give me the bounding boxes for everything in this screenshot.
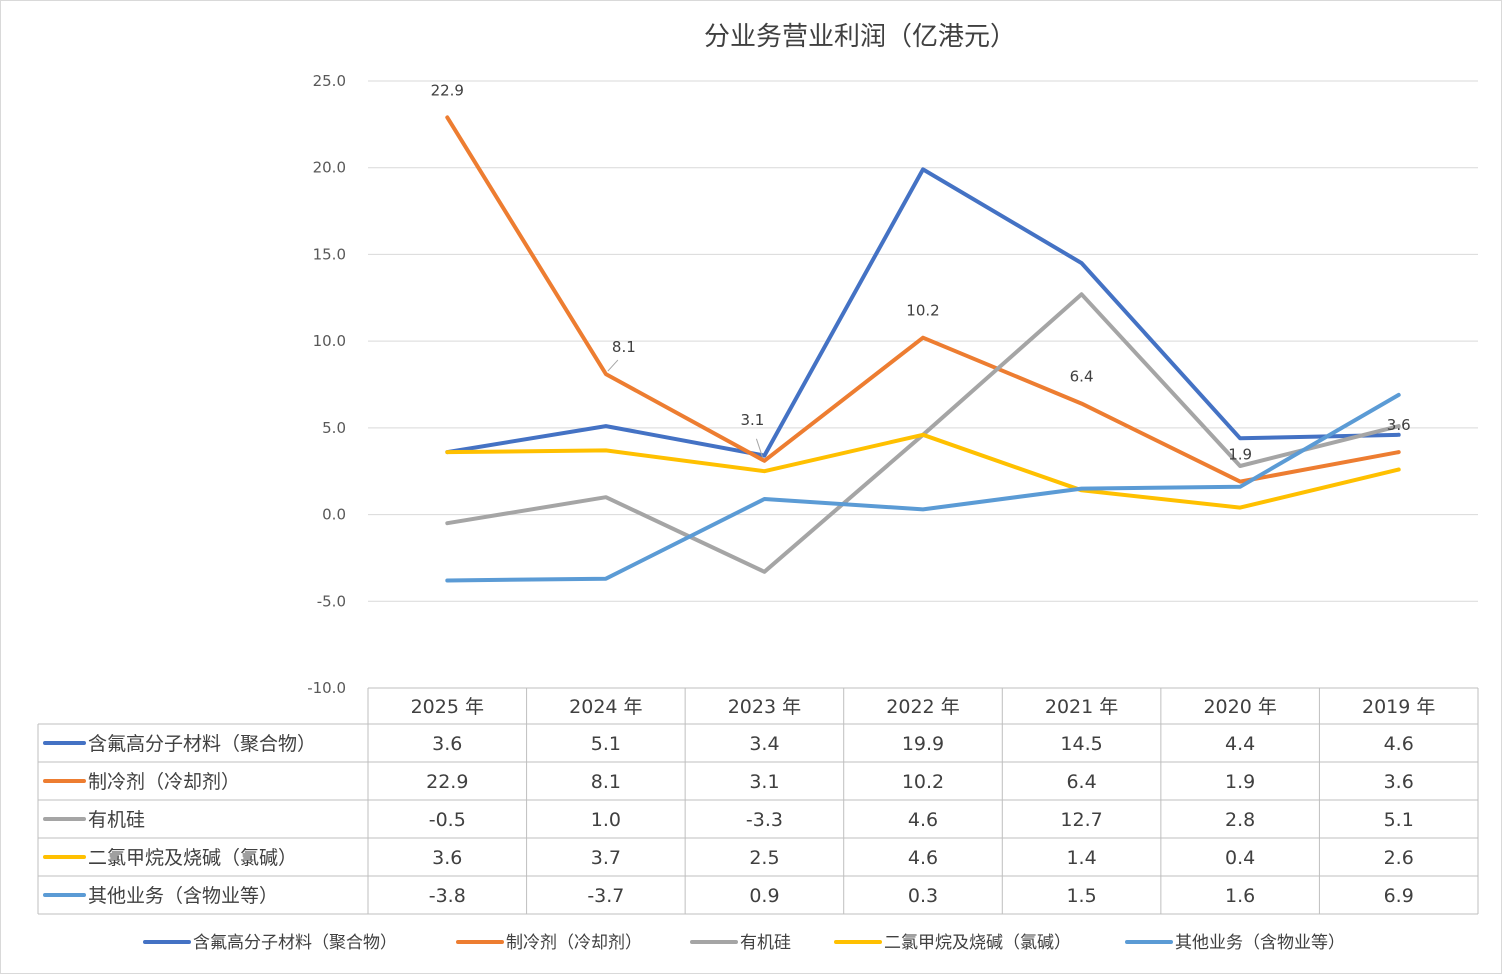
table-cell: 8.1	[591, 771, 621, 793]
table-cell: 4.6	[1384, 733, 1414, 755]
table-cell: 1.6	[1225, 885, 1255, 907]
table-row-label: 其他业务（含物业等）	[88, 885, 278, 907]
series-line-0	[445, 167, 1401, 458]
legend-label: 制冷剂（冷却剂）	[506, 933, 642, 953]
data-label: 3.1	[740, 411, 764, 429]
table-cell: 14.5	[1060, 733, 1102, 755]
table-cell: 3.6	[432, 847, 462, 869]
series-line-1	[445, 115, 1401, 484]
table-cell: 19.9	[902, 733, 944, 755]
data-label: 6.4	[1070, 368, 1094, 386]
table-cell: 12.7	[1060, 809, 1102, 831]
table-cell: 1.4	[1066, 847, 1096, 869]
table-cell: 2.6	[1384, 847, 1414, 869]
table-cell: 6.4	[1066, 771, 1096, 793]
y-tick-label: -5.0	[317, 592, 346, 610]
table-header-cell: 2021 年	[1045, 696, 1118, 718]
table-cell: -3.8	[429, 885, 466, 907]
table-cell: 3.1	[749, 771, 779, 793]
table-cell: 3.6	[1384, 771, 1414, 793]
table-row-label: 有机硅	[88, 809, 145, 831]
table-cell: 0.4	[1225, 847, 1255, 869]
table-cell: 22.9	[426, 771, 468, 793]
table-cell: 1.9	[1225, 771, 1255, 793]
y-tick-label: 0.0	[322, 506, 346, 524]
y-tick-label: 25.0	[313, 72, 346, 90]
legend-label: 有机硅	[740, 933, 791, 953]
table-header-cell: 2025 年	[411, 696, 484, 718]
data-label: 10.2	[906, 302, 939, 320]
table-header-cell: 2024 年	[569, 696, 642, 718]
table-header-cell: 2023 年	[728, 696, 801, 718]
table-cell: 4.6	[908, 847, 938, 869]
table-header-cell: 2020 年	[1203, 696, 1276, 718]
table-cell: 3.4	[749, 733, 779, 755]
data-table: 2025 年 2024 年 2023 年 2022 年 2021 年 2020 年 2019…	[37, 687, 1479, 915]
y-axis-ticks: 25.0 20.0 15.0 10.0 5.0 0.0 -5.0 -10.0	[307, 72, 346, 697]
data-label: 1.9	[1228, 446, 1252, 464]
y-tick-label: 10.0	[313, 332, 346, 350]
table-cell: 1.0	[591, 809, 621, 831]
table-cell: -0.5	[429, 809, 466, 831]
grid	[368, 80, 1478, 602]
table-cell: 2.5	[749, 847, 779, 869]
y-tick-label: 5.0	[322, 419, 346, 437]
data-label: 3.6	[1387, 416, 1411, 434]
y-tick-label: -10.0	[307, 679, 346, 697]
data-label: 8.1	[612, 338, 636, 356]
y-tick-label: 20.0	[313, 159, 346, 177]
table-cell: 4.6	[908, 809, 938, 831]
data-label: 22.9	[431, 81, 464, 99]
table-cell: 6.9	[1384, 885, 1414, 907]
table-cell: 5.1	[1384, 809, 1414, 831]
table-header-cell: 2022 年	[886, 696, 959, 718]
data-label-leader	[755, 438, 763, 457]
table-cell: 0.9	[749, 885, 779, 907]
table-row-label: 含氟高分子材料（聚合物）	[88, 733, 316, 755]
data-label-leader	[607, 359, 619, 372]
legend-label: 其他业务（含物业等）	[1175, 933, 1345, 953]
table-cell: 3.7	[591, 847, 621, 869]
table-cell: 10.2	[902, 771, 944, 793]
legend-label: 含氟高分子材料（聚合物）	[193, 933, 397, 953]
table-cell: 3.6	[432, 733, 462, 755]
data-labels: 22.9 8.1 3.1 10.2 6.4 1.9 3.6	[431, 81, 1411, 463]
table-cell: -3.3	[746, 809, 783, 831]
table-cell: 0.3	[908, 885, 938, 907]
chart-title: 分业务营业利润（亿港元）	[704, 22, 1016, 52]
table-row-label: 制冷剂（冷却剂）	[88, 771, 240, 793]
legend-label: 二氯甲烷及烧碱（氯碱）	[884, 933, 1071, 953]
table-cell: 2.8	[1225, 809, 1255, 831]
table-cell: 4.4	[1225, 733, 1255, 755]
legend: 含氟高分子材料（聚合物） 制冷剂（冷却剂） 有机硅 二氯甲烷及烧碱（氯碱） 其他业务（含…	[143, 933, 1345, 953]
y-tick-label: 15.0	[313, 245, 346, 263]
series-line-3	[445, 432, 1401, 510]
table-cell: 1.5	[1066, 885, 1096, 907]
table-cell: -3.7	[587, 885, 624, 907]
table-cell: 5.1	[591, 733, 621, 755]
table-header-cell: 2019 年	[1362, 696, 1435, 718]
table-row-label: 二氯甲烷及烧碱（氯碱）	[88, 847, 297, 869]
series-lines	[445, 115, 1401, 583]
series-line-4	[445, 392, 1401, 583]
